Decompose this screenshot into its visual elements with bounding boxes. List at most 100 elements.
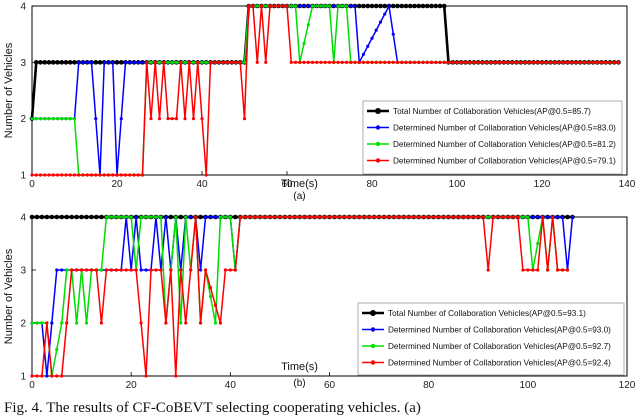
data-point (289, 60, 293, 64)
data-point (134, 268, 138, 272)
data-point (353, 60, 357, 64)
data-point (327, 4, 332, 8)
data-point (397, 215, 401, 219)
data-point (59, 60, 65, 65)
data-point (30, 173, 34, 177)
data-point (461, 215, 465, 219)
data-point (570, 215, 575, 219)
data-point (179, 268, 183, 272)
data-point (540, 60, 544, 64)
y-tick-label: 1 (20, 372, 26, 383)
data-point (253, 215, 257, 219)
data-point (178, 214, 184, 220)
data-point (315, 4, 319, 8)
data-point (128, 173, 132, 177)
data-point (553, 60, 557, 64)
data-point (429, 3, 434, 9)
data-point (140, 60, 145, 64)
data-point (391, 32, 395, 36)
data-point (442, 60, 446, 64)
data-point (273, 215, 277, 219)
legend-swatch-marker (375, 108, 381, 114)
data-point (230, 60, 234, 64)
data-point (369, 3, 375, 9)
data-point (89, 268, 94, 272)
data-point (166, 117, 170, 121)
data-point (144, 268, 148, 272)
legend-swatch-marker (370, 327, 376, 332)
data-point (536, 60, 540, 64)
data-point (114, 268, 118, 272)
legend-swatch-marker (375, 158, 381, 163)
data-point (65, 268, 69, 272)
data-point (344, 4, 349, 8)
data-point (119, 268, 123, 272)
data-point (247, 4, 251, 8)
data-point (425, 60, 429, 64)
data-point (416, 3, 422, 9)
data-point (315, 60, 319, 64)
y-tick-label: 2 (20, 114, 26, 125)
data-point (38, 173, 43, 177)
data-point (183, 117, 187, 121)
data-point (35, 321, 39, 325)
data-point (77, 60, 81, 64)
data-point (164, 215, 168, 219)
data-point (362, 215, 366, 219)
data-point (313, 215, 317, 219)
data-point (531, 60, 536, 64)
data-point (149, 60, 153, 64)
data-point (123, 173, 128, 177)
data-point (198, 214, 203, 220)
x-tick-label: 40 (196, 179, 208, 190)
data-point (114, 215, 118, 219)
data-point (378, 20, 383, 24)
data-point (30, 321, 34, 325)
data-point (427, 215, 431, 219)
data-point (99, 268, 104, 272)
data-point (132, 60, 136, 64)
data-point (30, 117, 34, 121)
data-point (99, 214, 104, 220)
data-point (191, 60, 196, 64)
x-tick-label: 60 (281, 179, 293, 190)
data-point (189, 215, 193, 219)
data-point (79, 214, 84, 220)
data-point (357, 215, 361, 219)
data-point (372, 215, 376, 219)
data-point (407, 3, 413, 9)
data-point (276, 4, 281, 8)
data-point (501, 215, 505, 219)
data-point (293, 215, 297, 219)
data-point (293, 60, 298, 64)
data-point (570, 60, 574, 64)
data-point (106, 173, 111, 177)
data-point (129, 268, 133, 272)
data-point (264, 4, 268, 8)
data-point (361, 3, 366, 9)
data-point (184, 321, 188, 325)
data-point (306, 60, 310, 64)
data-point (55, 347, 59, 352)
legend-entry: Total Number of Collaboration Vehicles(A… (393, 107, 591, 116)
data-point (412, 60, 417, 64)
data-point (50, 374, 54, 378)
data-point (204, 60, 208, 64)
data-point (481, 215, 485, 219)
data-point (382, 215, 386, 219)
data-point (34, 173, 38, 177)
data-point (417, 215, 421, 219)
data-point (565, 214, 570, 220)
data-point (310, 4, 315, 8)
x-axis-label: Time(s) (281, 361, 318, 373)
data-point (45, 374, 49, 378)
data-point (144, 215, 148, 219)
data-point (595, 60, 599, 64)
data-point (144, 374, 148, 378)
data-point (208, 286, 213, 290)
data-point (310, 60, 315, 64)
legend-swatch-marker (370, 360, 376, 365)
data-point (94, 117, 98, 121)
data-point (174, 215, 178, 219)
data-point (268, 4, 272, 8)
